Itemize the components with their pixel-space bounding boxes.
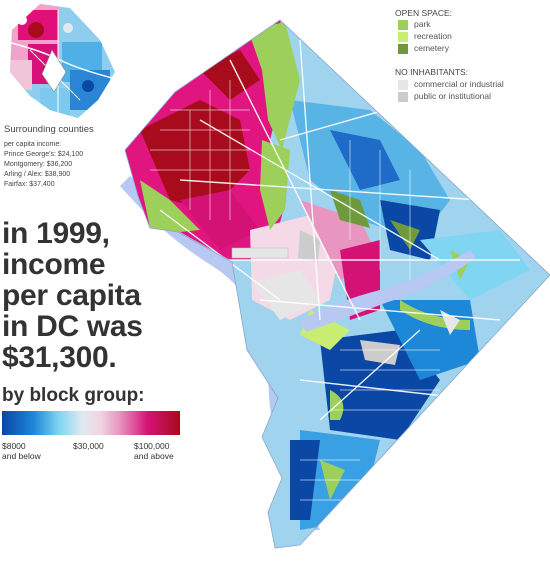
headline-line: in 1999, <box>2 217 110 250</box>
inset-counties: per capita income: Prince George's: $24,… <box>4 140 83 190</box>
cemetery-swatch <box>398 44 408 54</box>
headline-line: in DC was <box>2 310 143 343</box>
inset-title: Surrounding counties <box>4 124 94 135</box>
commercial-label: commercial or industrial <box>414 79 504 89</box>
tick-high-sub: and above <box>134 451 174 461</box>
public-swatch <box>398 92 408 102</box>
national-mall <box>231 247 289 259</box>
recreation-label: recreation <box>414 31 452 41</box>
county-income: Prince George's: $24,100 <box>4 151 84 158</box>
recreation-swatch <box>398 32 408 42</box>
public-label: public or institutional <box>414 91 492 101</box>
park-label: park <box>414 19 431 29</box>
dc-district <box>124 19 550 549</box>
county-income: Montgomery: $36,200 <box>4 161 73 168</box>
open-space-title: OPEN SPACE: <box>395 8 452 18</box>
cemetery-label: cemetery <box>414 43 449 53</box>
tick-low-value: $8000 <box>2 441 26 451</box>
income-gradient-bar <box>2 411 180 435</box>
commercial-swatch <box>398 80 408 90</box>
tick-high-value: $100,000 <box>134 441 170 451</box>
headline-line: income <box>2 248 106 281</box>
legend-title: by block group: <box>2 385 145 406</box>
no-inhabitants-title: NO INHABITANTS: <box>395 67 469 77</box>
tick-high: $100,000 and above <box>134 441 174 461</box>
county-income: Fairfax: $37,400 <box>4 181 55 188</box>
headline: in 1999, income per capita in DC was $31… <box>2 218 202 373</box>
county-income: Arling / Alex: $38,900 <box>4 171 71 178</box>
tick-low-sub: and below <box>2 451 41 461</box>
tick-mid: $30,000 <box>73 441 104 451</box>
headline-line: $31,300. <box>2 341 117 374</box>
inset-region-map <box>10 4 115 118</box>
park-swatch <box>398 20 408 30</box>
tick-low: $8000 and below <box>2 441 41 461</box>
headline-line: per capita <box>2 279 141 312</box>
inset-subtitle: per capita income: <box>4 141 62 148</box>
